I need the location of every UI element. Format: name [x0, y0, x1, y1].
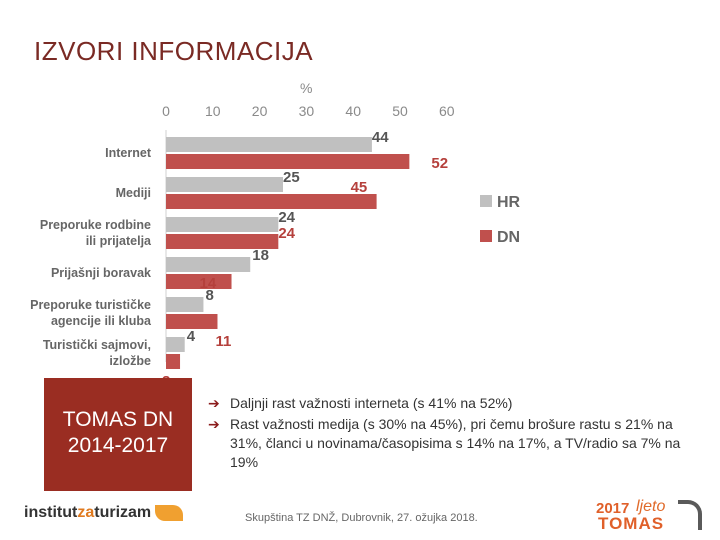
badge-title: TOMAS DN: [62, 408, 174, 431]
data-label-dn: 24: [278, 225, 295, 242]
data-label-hr: 8: [205, 287, 213, 304]
legend-swatch: [480, 230, 492, 242]
data-label-hr: 4: [187, 328, 196, 345]
category-label: Turistički sajmovi,: [43, 338, 151, 352]
x-tick-label: 40: [345, 103, 361, 119]
finding-text: Daljnji rast važnosti interneta (s 41% n…: [230, 395, 513, 411]
badge-years: 2014-2017: [67, 434, 169, 457]
legend-label: DN: [497, 229, 520, 246]
bar-dn: [166, 314, 218, 329]
bar-dn: [166, 154, 410, 169]
category-label: agencije ili kluba: [51, 314, 152, 328]
bar-dn: [166, 194, 377, 209]
logo-word: ljeto: [636, 498, 666, 515]
category-label: Preporuke rodbine: [40, 218, 151, 232]
footer-text: Skupština TZ DNŽ, Dubrovnik, 27. ožujka …: [245, 512, 478, 524]
logo-swirl-icon: [678, 500, 702, 530]
bar-hr: [166, 297, 204, 312]
category-label: Preporuke turističke: [30, 298, 151, 312]
bar-dn: [166, 354, 181, 369]
data-label-hr: 44: [372, 129, 389, 146]
period-badge: TOMAS DN 2014-2017: [44, 378, 192, 491]
arrow-icon: ➔: [208, 395, 220, 411]
logo-mark-icon: [155, 504, 184, 521]
bar-chart: 0 10 20 30 40 50 60 Internet Mediji Preporuke ro…: [30, 103, 521, 380]
x-tick-label: 50: [392, 103, 408, 119]
category-label: Internet: [105, 146, 152, 160]
data-label-dn: 3: [162, 373, 170, 380]
data-label-hr: 24: [278, 209, 295, 226]
logo-brand: TOMAS: [598, 514, 665, 533]
legend-label: HR: [497, 194, 521, 211]
data-label-dn: 14: [200, 275, 217, 292]
data-label-dn: 45: [351, 179, 368, 196]
bar-hr: [166, 177, 283, 192]
tomas-logo: 2017 ljeto TOMAS: [596, 496, 706, 533]
findings-list: ➔ Daljnji rast važnosti interneta (s 41%…: [208, 394, 688, 474]
category-label: ili prijatelja: [86, 234, 152, 248]
legend-swatch: [480, 195, 492, 207]
x-tick-label: 20: [252, 103, 268, 119]
bar-dn: [166, 234, 279, 249]
axis-unit: %: [300, 80, 313, 96]
bar-hr: [166, 337, 185, 352]
finding-media: ➔ Rast važnosti medija (s 30% na 45%), p…: [208, 415, 688, 472]
arrow-icon: ➔: [208, 416, 220, 432]
bar-hr: [166, 217, 279, 232]
category-label: Prijašnji boravak: [51, 266, 151, 280]
x-tick-label: 60: [439, 103, 455, 119]
institut-logo: institutzaturizam: [24, 504, 184, 522]
slide-title: IZVORI INFORMACIJA: [34, 36, 314, 66]
logo-year: 2017: [596, 500, 630, 517]
data-label-hr: 18: [252, 247, 269, 264]
finding-internet: ➔ Daljnji rast važnosti interneta (s 41%…: [208, 394, 688, 413]
x-tick-label: 30: [299, 103, 315, 119]
data-label-hr: 25: [283, 169, 300, 186]
category-label: izložbe: [109, 354, 151, 368]
data-label-dn: 11: [215, 333, 231, 350]
bar-hr: [166, 257, 251, 272]
x-tick-label: 10: [205, 103, 221, 119]
x-tick-label: 0: [162, 103, 170, 119]
data-label-dn: 52: [431, 155, 448, 172]
finding-text: Rast važnosti medija (s 30% na 45%), pri…: [230, 416, 681, 470]
bar-dn: [166, 274, 232, 289]
bar-hr: [166, 137, 372, 152]
category-label: Mediji: [116, 186, 151, 200]
